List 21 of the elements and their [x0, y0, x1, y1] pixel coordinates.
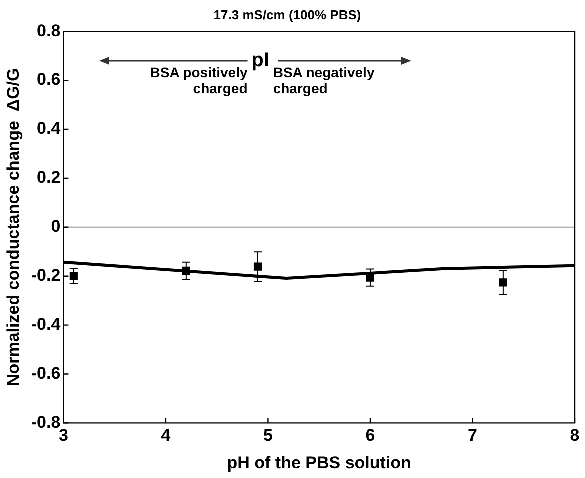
x-tick-label: 6: [366, 426, 376, 446]
x-axis-title: pH of the PBS solution: [227, 453, 412, 472]
x-tick-label: 5: [263, 426, 273, 446]
y-axis-title: Normalized conductance change ΔG/G: [4, 68, 23, 387]
x-tick-label: 4: [161, 426, 172, 446]
chart-title: 17.3 mS/cm (100% PBS): [214, 7, 362, 22]
annotation: BSA negatively charged: [273, 64, 375, 97]
y-tick-label: -0.6: [31, 364, 61, 383]
annotation: BSA positively charged: [150, 64, 248, 97]
annotation: pI: [252, 50, 270, 72]
y-tick-label: 0.4: [37, 119, 62, 138]
x-tick-label: 3: [58, 426, 68, 446]
y-tick-label: 0.2: [37, 168, 61, 188]
x-tick-label: 8: [570, 426, 580, 446]
x-tick-label: 7: [468, 426, 478, 446]
y-tick-label: -0.8: [31, 412, 61, 432]
y-tick-label: 0.8: [37, 21, 61, 40]
y-tick-label: 0: [51, 217, 61, 236]
y-tick-label: 0.6: [37, 70, 61, 90]
y-tick-label: -0.4: [31, 314, 62, 334]
y-tick-label: -0.2: [31, 266, 61, 286]
